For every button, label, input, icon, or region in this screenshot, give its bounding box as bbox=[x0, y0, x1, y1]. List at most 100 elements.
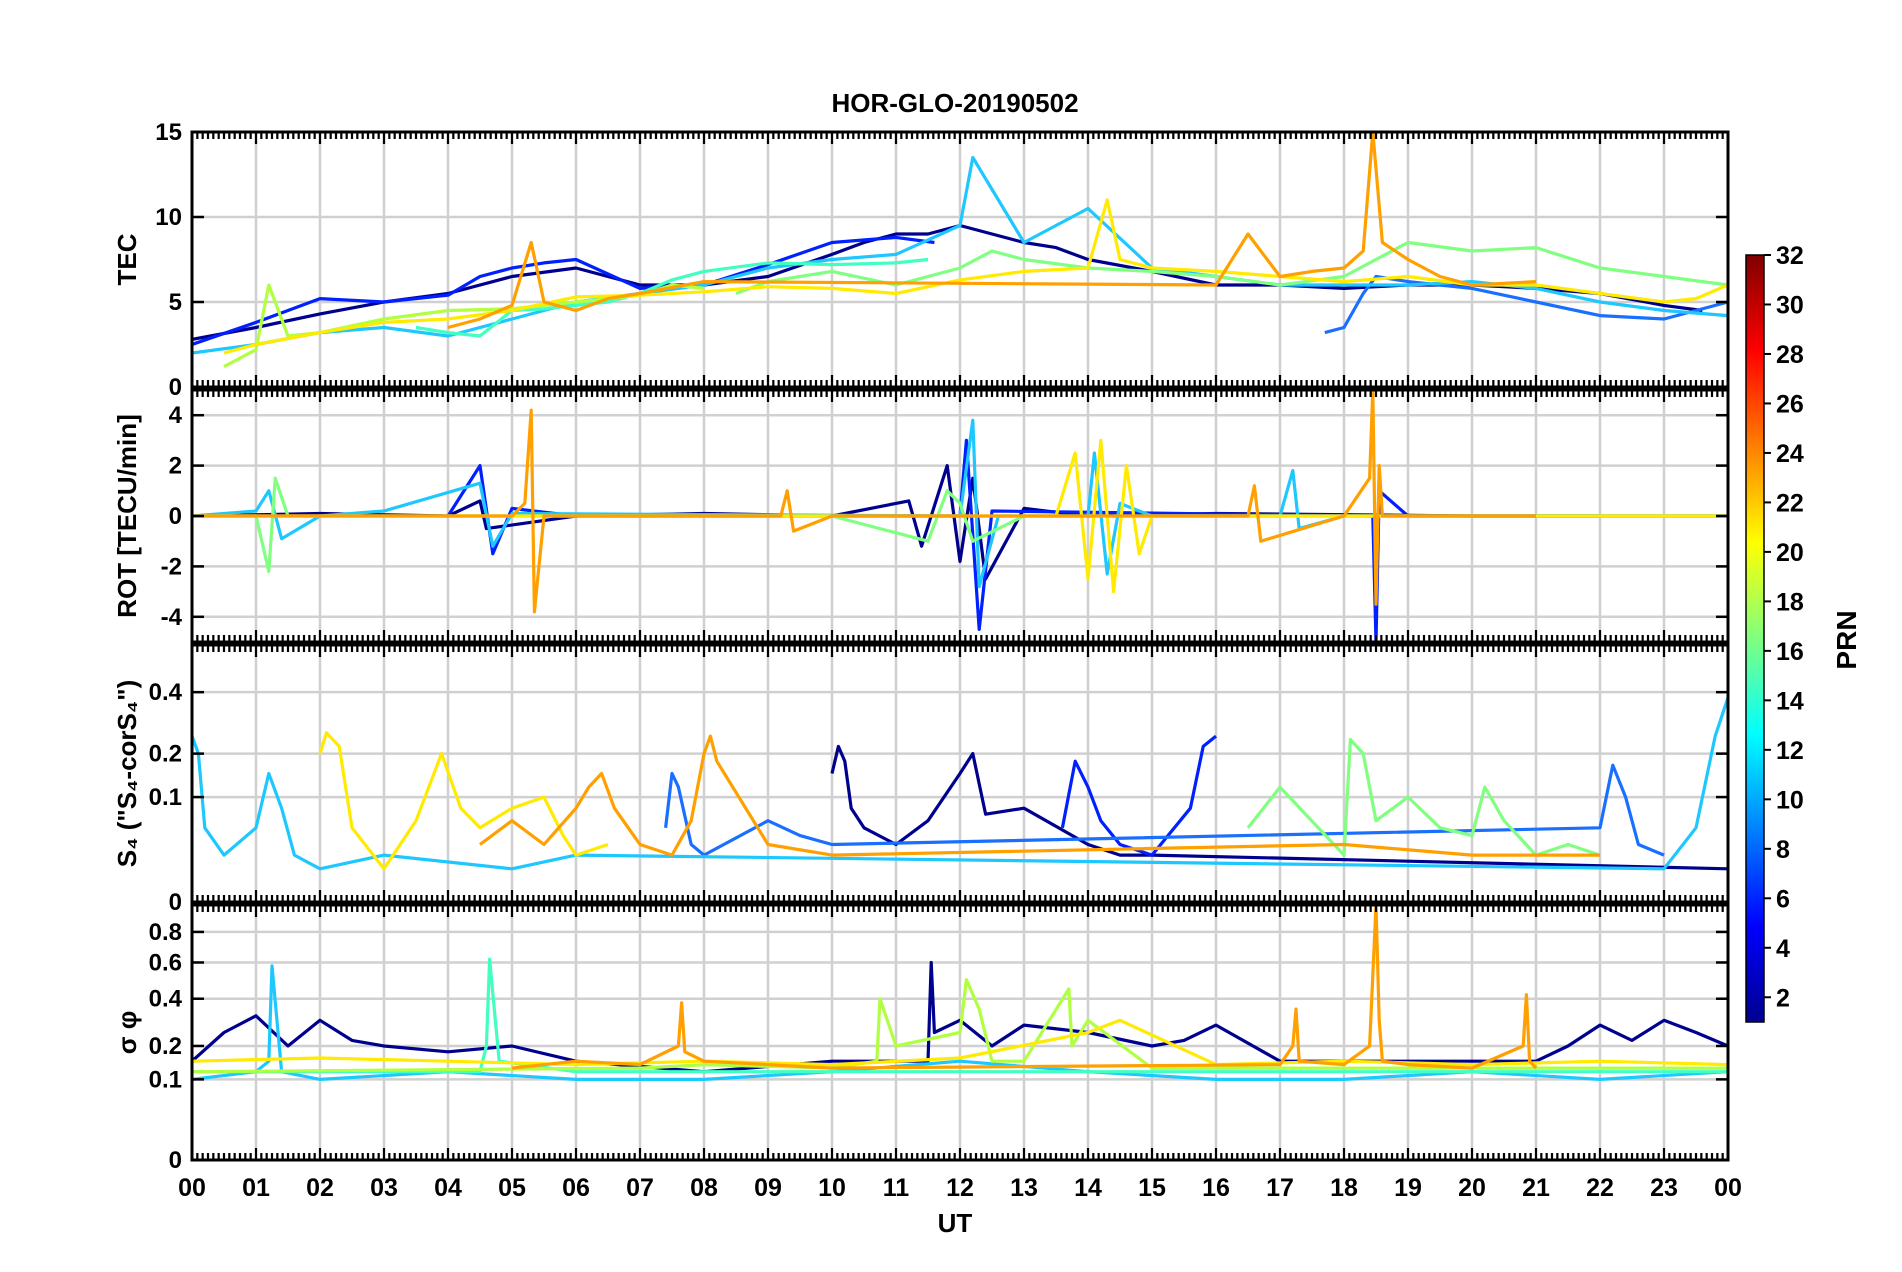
y-tick-labels: 0 5 10 15 bbox=[155, 119, 1728, 401]
x-tick-label: 02 bbox=[306, 1174, 334, 1202]
axes-box bbox=[190, 903, 1730, 1162]
colorbar-tick-label: 22 bbox=[1776, 489, 1804, 517]
x-tick-label: 00 bbox=[1714, 1174, 1742, 1202]
y-tick-label: -4 bbox=[161, 604, 183, 631]
y-tick-label: 10 bbox=[155, 204, 182, 231]
y-tick-label: 5 bbox=[169, 289, 182, 316]
x-tick-label: 08 bbox=[690, 1174, 718, 1202]
y-tick-label: 0 bbox=[169, 1147, 182, 1174]
colorbar-tick-label: 8 bbox=[1776, 836, 1790, 864]
series-line bbox=[1246, 737, 1601, 857]
series-group bbox=[192, 696, 1728, 871]
series-line bbox=[223, 198, 1728, 355]
colorbar-tick-label: 6 bbox=[1776, 885, 1790, 913]
colorbar-tick-label: 30 bbox=[1776, 291, 1804, 319]
series-line bbox=[447, 132, 1537, 330]
y-axis-label: S₄ ("S₄-corS₄") bbox=[112, 680, 142, 868]
series-line bbox=[192, 418, 1728, 589]
x-tick-label: 16 bbox=[1202, 1174, 1230, 1202]
y-axis-label: TEC bbox=[112, 233, 142, 285]
series-line bbox=[479, 734, 1600, 857]
x-tick-label: 06 bbox=[562, 1174, 590, 1202]
colorbar-tick-label: 2 bbox=[1776, 984, 1790, 1012]
colorbar-tick-label: 14 bbox=[1776, 687, 1804, 715]
x-tick-label: 23 bbox=[1650, 1174, 1678, 1202]
colorbar-tick-label: 24 bbox=[1776, 440, 1804, 468]
colorbar-tick-label: 10 bbox=[1776, 786, 1804, 814]
y-axis-label: σ φ bbox=[112, 1011, 142, 1055]
series-line bbox=[318, 731, 609, 871]
x-tick-label: 00 bbox=[178, 1174, 206, 1202]
series-group bbox=[192, 132, 1728, 369]
gridlines bbox=[192, 905, 1728, 1160]
y-tick-label: 0 bbox=[169, 374, 182, 401]
gridlines bbox=[192, 645, 1728, 902]
x-tick-label: 10 bbox=[818, 1174, 846, 1202]
y-tick-label: 15 bbox=[155, 119, 182, 146]
x-tick-label: 21 bbox=[1522, 1174, 1550, 1202]
series-line bbox=[830, 744, 1728, 871]
x-axis: 00 01 02 03 04 05 06 07 08 09 10 11 12 13 14 15 16 17 18 19… bbox=[178, 1174, 1742, 1238]
x-tick-label: 11 bbox=[883, 1174, 910, 1202]
panel-sigma_phi: 0 0.1 0.2 0.4 0.6 0.8 σ φ bbox=[112, 903, 1730, 1174]
y-tick-label: 0.4 bbox=[149, 986, 183, 1013]
panel-ROT: -4 -2 0 2 4 ROT [TECU/min] bbox=[112, 388, 1730, 644]
x-tick-labels: 00 01 02 03 04 05 06 07 08 09 10 11 12 13 14 15 16 17 18 19… bbox=[178, 1174, 1742, 1202]
x-axis-label: UT bbox=[938, 1208, 973, 1238]
x-tick-label: 01 bbox=[242, 1174, 270, 1202]
series-group bbox=[192, 905, 1728, 1082]
y-tick-label: 0.2 bbox=[149, 1033, 182, 1060]
y-tick-label: 4 bbox=[169, 402, 183, 429]
series-line bbox=[1324, 274, 1728, 335]
y-tick-label: 0.4 bbox=[149, 679, 183, 706]
y-tick-labels: 0 0.1 0.2 0.4 0.6 0.8 bbox=[149, 919, 1728, 1174]
y-tick-label: -2 bbox=[161, 553, 182, 580]
colorbar-tick-label: 12 bbox=[1776, 737, 1804, 765]
series-line bbox=[192, 1018, 1728, 1067]
x-tick-label: 19 bbox=[1394, 1174, 1422, 1202]
y-axis-label: ROT [TECU/min] bbox=[112, 414, 142, 618]
panel-S4: 0 0.1 0.2 0.4 S₄ ("S₄-corS₄") bbox=[112, 643, 1730, 916]
series-line bbox=[192, 235, 935, 347]
y-tick-label: 0.2 bbox=[149, 741, 182, 768]
colorbar-label: PRN bbox=[1831, 610, 1862, 669]
x-tick-label: 22 bbox=[1586, 1174, 1614, 1202]
colorbar-tick-label: 26 bbox=[1776, 390, 1804, 418]
colorbar-tick-label: 4 bbox=[1776, 935, 1790, 963]
x-tick-label: 15 bbox=[1138, 1174, 1166, 1202]
y-tick-label: 2 bbox=[169, 453, 182, 480]
series-line bbox=[1060, 734, 1218, 857]
series-line bbox=[192, 696, 1728, 871]
series-line bbox=[192, 960, 1728, 1074]
chart-title: HOR-GLO-20190502 bbox=[831, 88, 1078, 118]
x-tick-label: 18 bbox=[1330, 1174, 1358, 1202]
panel-TEC: 0 5 10 15 TEC bbox=[112, 119, 1730, 401]
y-tick-label: 0 bbox=[169, 503, 182, 530]
y-tick-label: 0 bbox=[169, 889, 182, 916]
x-tick-label: 20 bbox=[1458, 1174, 1486, 1202]
x-tick-label: 05 bbox=[498, 1174, 526, 1202]
axes-box bbox=[190, 643, 1730, 904]
panels: 0 5 10 15 TEC -4 -2 0 2 4 ROT [TECU/min] 0 0.1 0.2 0.4… bbox=[112, 119, 1730, 1174]
series-line bbox=[192, 957, 1728, 1074]
series-line bbox=[192, 390, 1536, 614]
x-tick-label: 07 bbox=[626, 1174, 654, 1202]
x-tick-label: 03 bbox=[370, 1174, 398, 1202]
x-tick-label: 17 bbox=[1266, 1174, 1294, 1202]
x-tick-label: 04 bbox=[434, 1174, 462, 1202]
y-tick-label: 0.8 bbox=[149, 919, 182, 946]
x-tick-label: 13 bbox=[1010, 1174, 1038, 1202]
x-tick-label: 14 bbox=[1074, 1174, 1102, 1202]
colorbar-tick-label: 28 bbox=[1776, 341, 1804, 369]
colorbar-gradient bbox=[1745, 254, 1765, 1023]
y-tick-labels: 0 0.1 0.2 0.4 bbox=[149, 679, 1728, 916]
colorbar-tick-label: 32 bbox=[1776, 242, 1804, 270]
colorbar-tick-label: 18 bbox=[1776, 588, 1804, 616]
y-tick-label: 0.1 bbox=[149, 1066, 182, 1093]
y-tick-label: 0.1 bbox=[149, 784, 182, 811]
x-tick-label: 12 bbox=[946, 1174, 974, 1202]
colorbar-tick-label: 20 bbox=[1776, 539, 1804, 567]
